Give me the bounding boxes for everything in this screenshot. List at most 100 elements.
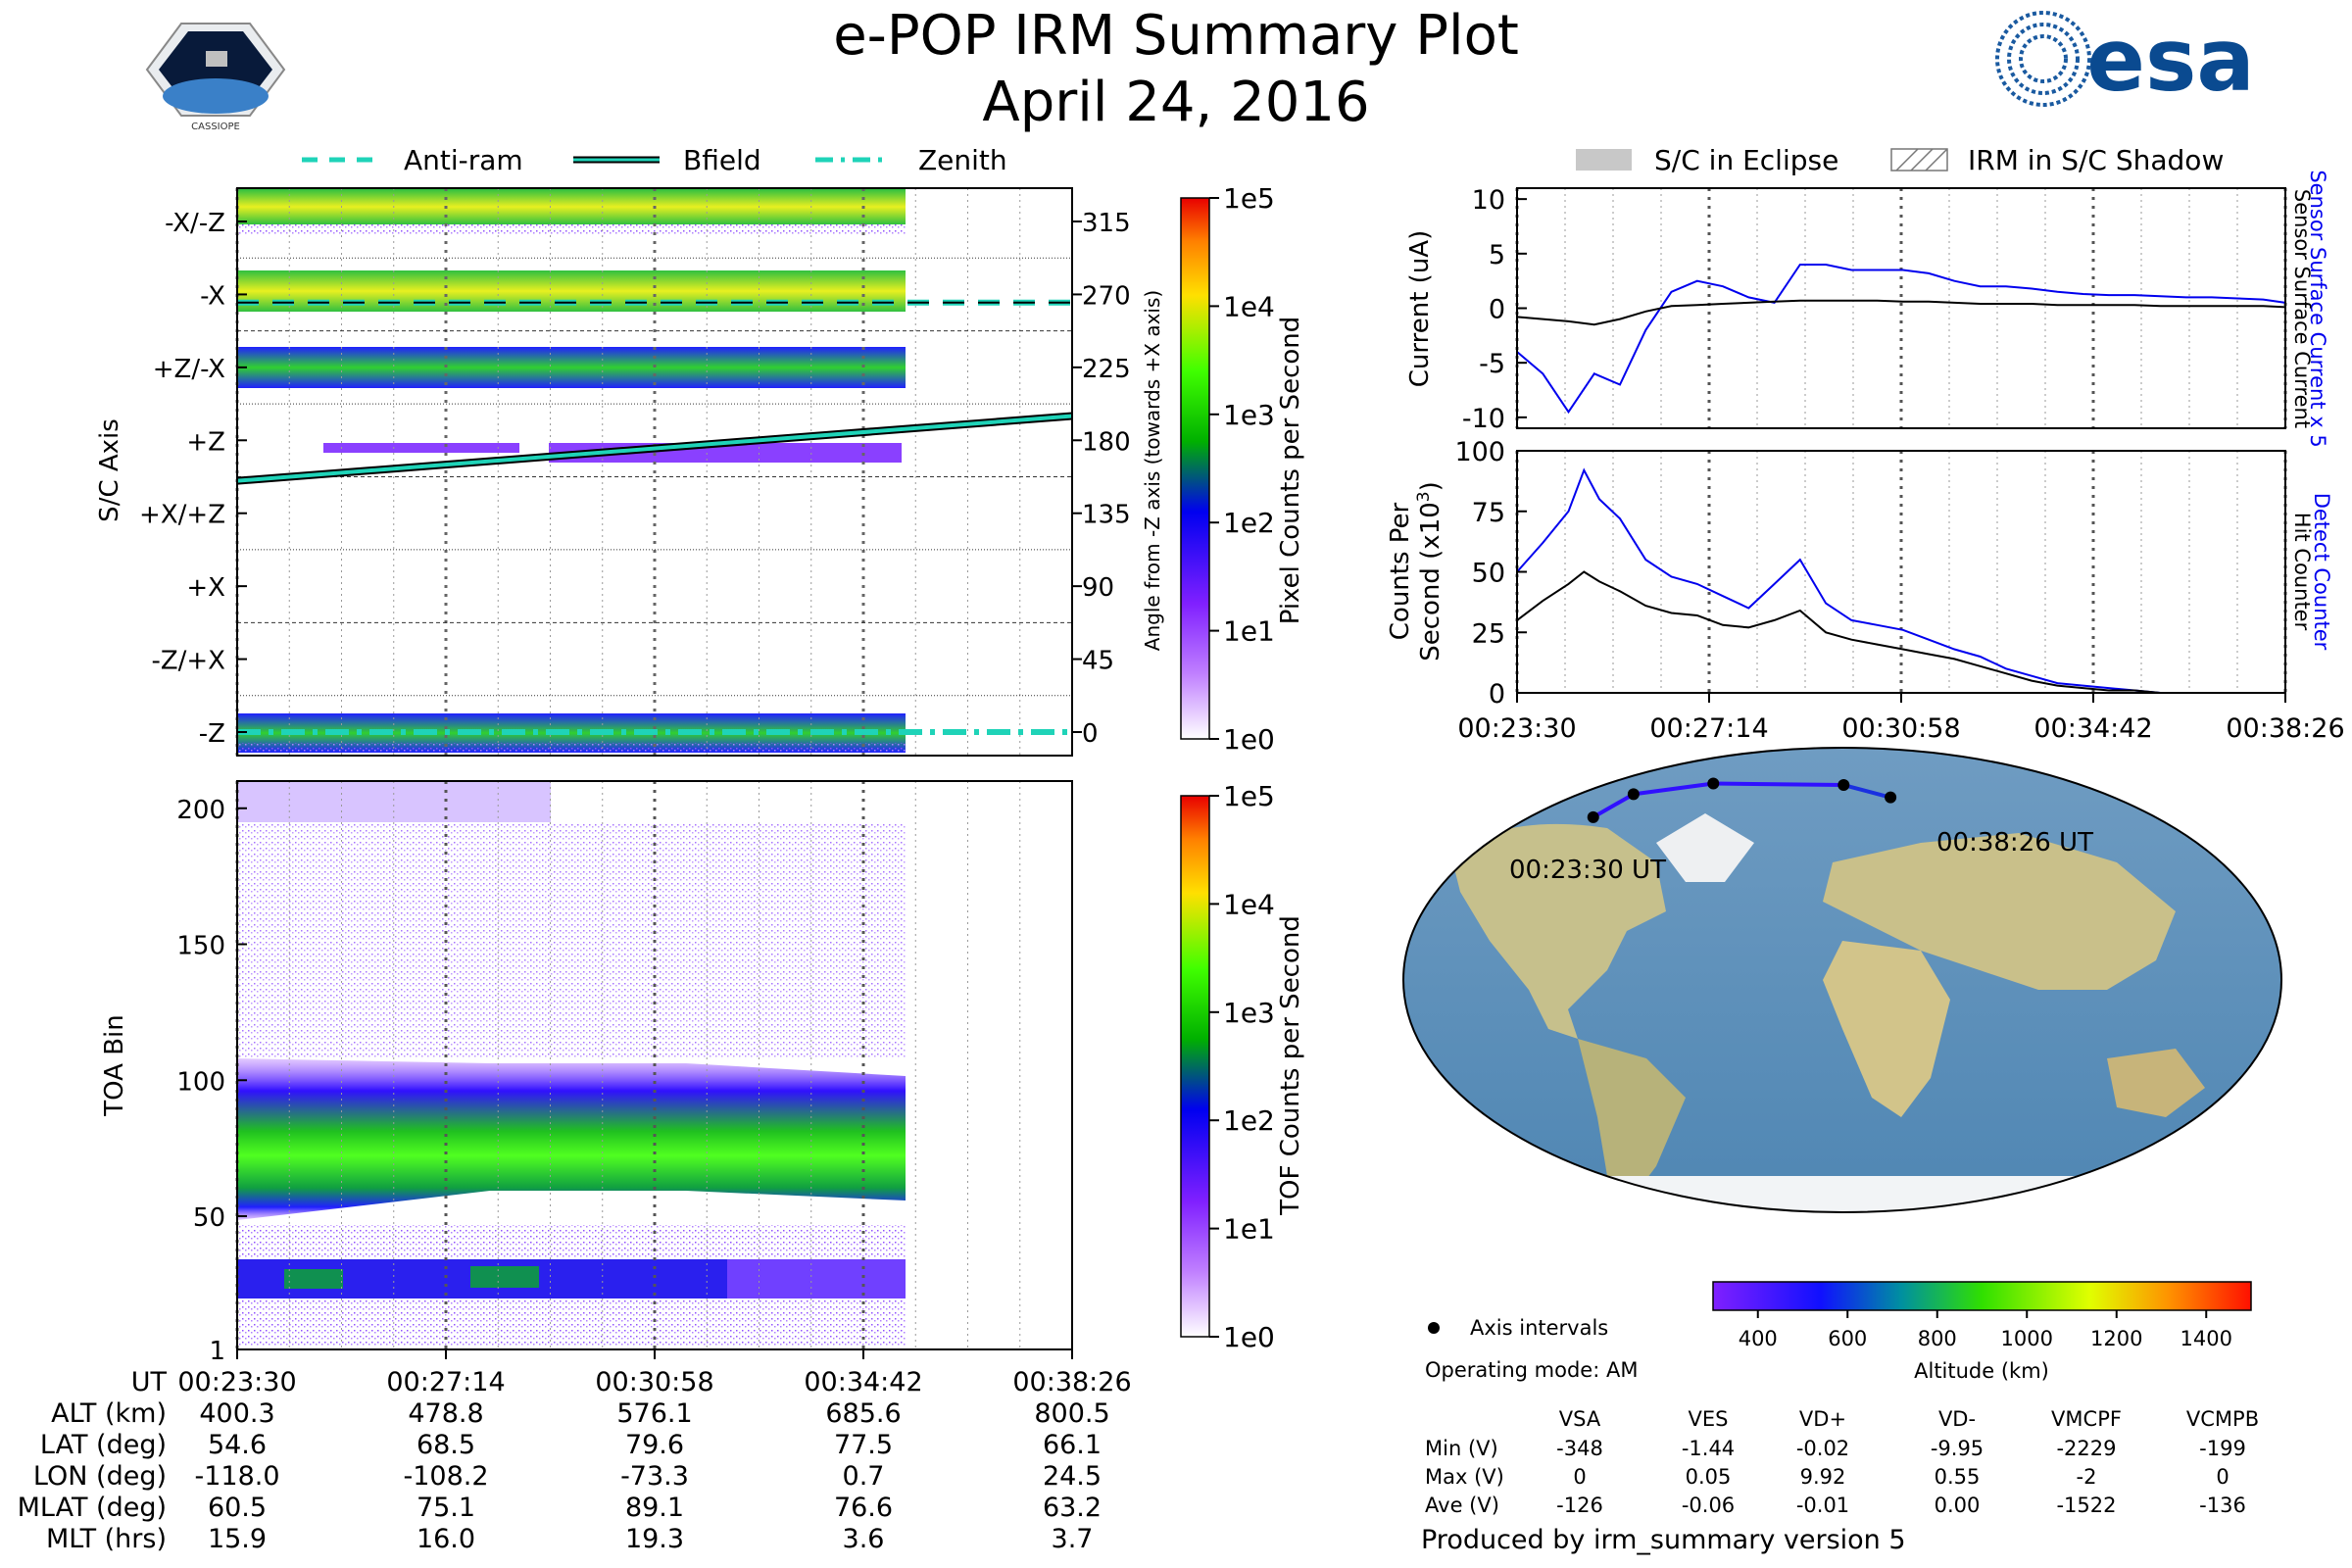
current-right-label-blue: Sensor Surface Current x 5	[2306, 170, 2329, 447]
zenith-legend-label: Zenith	[918, 144, 1007, 176]
ephemeris-time: 00:34:42	[804, 1367, 922, 1397]
voltage-row-label: Max (V)	[1425, 1465, 1504, 1489]
ephemeris-row-label: ALT (km)	[51, 1398, 167, 1429]
angle-tick-label: 270	[1082, 281, 1131, 311]
ephemeris-cell: 54.6	[208, 1430, 267, 1460]
tof-colorbar: 1e5 1e4 1e3 1e2 1e1 1e0 TOF Counts per Second	[1180, 780, 1305, 1353]
antarctica	[1403, 1176, 2281, 1212]
ephemeris-row-label: MLAT (deg)	[18, 1493, 167, 1523]
operating-mode: Operating mode: AM	[1425, 1358, 1638, 1382]
ephemeris-cell: 19.3	[625, 1524, 684, 1554]
ephemeris-time: 00:30:58	[595, 1367, 713, 1397]
voltage-cell: -136	[2199, 1494, 2246, 1517]
tof-colorbar-tick-label: 1e1	[1223, 1213, 1275, 1246]
voltage-row-label: Min (V)	[1425, 1437, 1498, 1460]
bfield-line-core	[236, 414, 1073, 483]
ephemeris-cell: 75.1	[416, 1493, 475, 1523]
pixel-colorbar-tick-label: 1e5	[1223, 182, 1275, 215]
tof-ylabel: TOA Bin	[100, 1014, 129, 1116]
pixel-colorbar-tick-label: 1e1	[1223, 615, 1275, 648]
cnt-ytick-label: 25	[1472, 618, 1505, 649]
ephemeris-cell: 89.1	[625, 1493, 684, 1523]
orbit-track-segment	[1713, 781, 1844, 788]
angle-tick-label: 180	[1082, 427, 1131, 457]
altitude-tick-label: 1000	[2001, 1327, 2053, 1350]
tof-ytick-label: 100	[176, 1067, 225, 1097]
pixel-colorbar-tick-label: 1e3	[1223, 399, 1275, 431]
angle-tick-label: 0	[1082, 719, 1099, 749]
track-start-label: 00:23:30 UT	[1509, 856, 1666, 885]
tof-main-band	[237, 1058, 906, 1220]
ephemeris-cell: 66.1	[1043, 1430, 1102, 1460]
voltage-header: VMCPF	[2051, 1407, 2122, 1431]
counts-xtick-label: 00:27:14	[1649, 713, 1768, 744]
cur-ytick-label: 5	[1489, 240, 1505, 270]
angle-tick-label: 90	[1082, 573, 1114, 603]
voltage-header: VES	[1689, 1407, 1729, 1431]
tof-ytick-label: 200	[176, 796, 225, 825]
ephemeris-cell: 77.5	[834, 1430, 893, 1460]
header: CASSIOPE e-POP IRM Summary Plot April 24…	[145, 4, 2255, 134]
pixel-band-xz	[237, 189, 906, 224]
voltage-cell: -1522	[2056, 1494, 2116, 1517]
ephemeris-row-label: LAT (deg)	[40, 1430, 167, 1460]
voltage-cell: 0.00	[1935, 1494, 1981, 1517]
pixel-ytick-label: -X/-Z	[165, 209, 225, 238]
current-right-label-black: Sensor Surface Current	[2290, 189, 2314, 428]
map-legend: Axis intervals Operating mode: AM 400 600…	[1425, 1281, 2252, 1383]
current-ylabel: Current (uA)	[1405, 230, 1435, 387]
ephemeris-cell: 60.5	[208, 1493, 267, 1523]
ephemeris-row-label: LON (deg)	[33, 1461, 167, 1492]
pixel-ylabel-right: Angle from -Z axis (towards +X axis)	[1141, 290, 1164, 651]
ephemeris-row-label: MLT (hrs)	[46, 1524, 167, 1554]
cnt-series-black	[1516, 570, 2285, 694]
pixel-colorbar-tick-label: 1e4	[1223, 290, 1275, 322]
counts-xtick-label: 00:23:30	[1457, 713, 1576, 744]
tof-ytick-label: 1	[209, 1337, 225, 1366]
altitude-tick-label: 1400	[2180, 1327, 2232, 1350]
ephemeris-time: 00:38:26	[1012, 1367, 1131, 1397]
legend-right: S/C in Eclipse IRM in S/C Shadow	[1576, 144, 2224, 176]
axis-intervals-label: Axis intervals	[1470, 1316, 1608, 1340]
counts-xtick-label: 00:38:26	[2226, 713, 2344, 744]
pixel-ylabel: S/C Axis	[95, 418, 124, 522]
orbit-point	[1885, 791, 1897, 804]
counts-xtick-label: 00:30:58	[1841, 713, 1960, 744]
ephemeris-cell: 68.5	[416, 1430, 475, 1460]
ephemeris-cell: 3.6	[843, 1524, 885, 1554]
ephemeris-time: 00:23:30	[177, 1367, 296, 1397]
pixel-band-x	[237, 270, 906, 312]
map-frame	[1402, 747, 2282, 1213]
ephemeris-row-label: UT	[131, 1367, 168, 1397]
tof-ytick-label: 150	[176, 932, 225, 961]
pixel-heatmap-frame	[236, 187, 1073, 757]
pixel-colorbar-tick-label: 1e2	[1223, 507, 1275, 539]
pixel-ytick-label: -Z/+X	[151, 647, 225, 676]
voltage-cell: -0.02	[1796, 1437, 1849, 1460]
current-chart: 10 5 0 -5 -10 Current (uA) Sensor Surface Cu…	[1405, 170, 2329, 447]
tof-ytick-label: 50	[193, 1203, 225, 1233]
ephemeris-cell: 16.0	[416, 1524, 475, 1554]
voltage-cell: 0.05	[1686, 1465, 1732, 1489]
cur-ytick-label: 10	[1472, 185, 1505, 216]
tof-colorbar-tick-label: 1e3	[1223, 997, 1275, 1029]
voltage-row-label: Ave (V)	[1425, 1494, 1499, 1517]
cur-series-black	[1516, 299, 2286, 326]
counts-ylabel-line2: Second (x103)	[1414, 481, 1446, 662]
ephemeris-cell: 15.9	[208, 1524, 267, 1554]
ephemeris-cell: 79.6	[625, 1430, 684, 1460]
cnt-ytick-label: 0	[1489, 679, 1505, 710]
antiram-legend-label: Anti-ram	[404, 144, 523, 176]
voltage-cell: -9.95	[1931, 1437, 1984, 1460]
tof-colorbar-tick-label: 1e2	[1223, 1104, 1275, 1137]
voltage-cell: 9.92	[1800, 1465, 1846, 1489]
shadow-swatch	[1890, 148, 1948, 172]
ephemeris-cell: -73.3	[620, 1461, 689, 1492]
pixel-ytick-label: +X/+Z	[139, 501, 225, 530]
voltage-header: VD+	[1799, 1407, 1846, 1431]
australia	[2107, 1049, 2205, 1117]
pixel-ytick-label: +Z/-X	[153, 355, 225, 384]
ephemeris-time: 00:27:14	[386, 1367, 505, 1397]
counts-chart: 100 75 50 25 0 00:23:30 00:27:14 00:30:58 00:34…	[1386, 437, 2345, 744]
tof-heatmap: 200 150 100 50 1 TOA Bin	[100, 780, 1073, 1366]
